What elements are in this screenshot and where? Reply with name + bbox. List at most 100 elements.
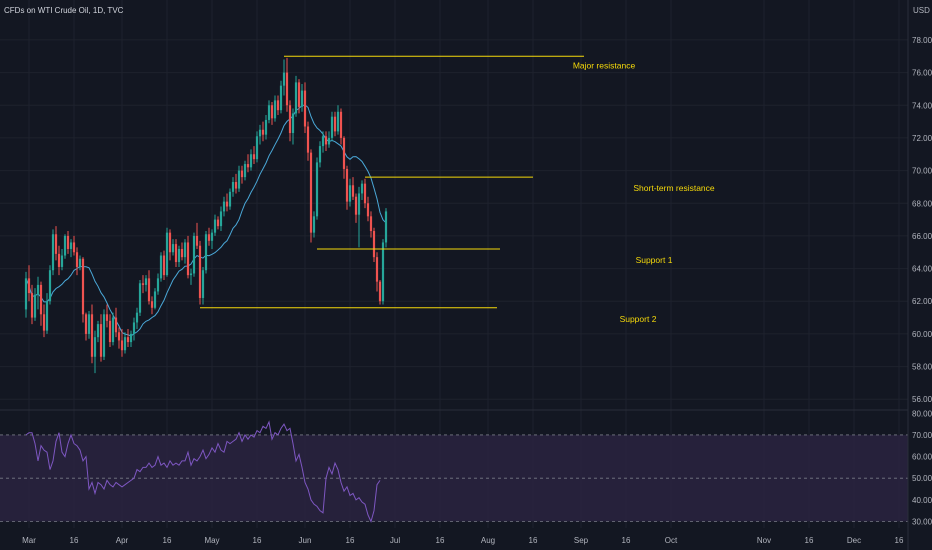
candle-body: [96, 324, 100, 338]
candle-body: [24, 278, 28, 310]
annotation-label: Short-term resistance: [633, 183, 715, 193]
time-tick-label: 16: [529, 536, 538, 545]
candle-body: [372, 231, 376, 258]
price-tick-label: 78.00: [912, 36, 932, 45]
rsi-tick-label: 60.00: [912, 453, 932, 462]
candle-body: [174, 244, 178, 263]
candle-body: [327, 137, 331, 145]
candle-body: [249, 154, 253, 168]
candle-body: [153, 291, 157, 308]
candle-body: [267, 105, 271, 120]
candle-body: [288, 105, 292, 134]
time-tick-label: 16: [253, 536, 262, 545]
candle-body: [354, 196, 358, 215]
candle-body: [312, 216, 316, 233]
candle-body: [237, 170, 241, 189]
candle-body: [342, 137, 346, 169]
candle-body: [126, 337, 130, 343]
candle-body: [99, 324, 103, 357]
candle-body: [309, 152, 313, 233]
candle-body: [93, 337, 97, 357]
time-tick-label: Apr: [116, 536, 129, 545]
candle-body: [324, 136, 328, 145]
annotation-label: Support 1: [636, 255, 673, 265]
candle-body: [276, 100, 280, 111]
candle-body: [228, 191, 232, 207]
candle-body: [69, 242, 73, 249]
time-tick-label: Nov: [757, 536, 771, 545]
candle-body: [57, 253, 61, 267]
rsi-band-fill: [0, 434, 908, 522]
candle-body: [384, 211, 388, 243]
candle-body: [273, 100, 277, 119]
candle-body: [357, 193, 361, 215]
candle-body: [339, 111, 343, 138]
candle-body: [252, 154, 256, 160]
time-tick-label: Dec: [847, 536, 861, 545]
price-tick-label: 70.00: [912, 167, 932, 176]
candle-body: [36, 284, 40, 295]
candle-body: [84, 314, 88, 334]
time-tick-label: Jul: [390, 536, 400, 545]
candle-body: [330, 116, 334, 138]
candle-body: [234, 182, 238, 189]
candle-body: [51, 234, 55, 271]
time-tick-label: 16: [436, 536, 445, 545]
candle-body: [336, 111, 340, 132]
price-tick-label: 76.00: [912, 69, 932, 78]
candle-body: [210, 232, 214, 241]
candle-body: [333, 116, 337, 132]
candle-body: [225, 201, 229, 207]
candle-body: [315, 162, 319, 217]
candle-body: [198, 245, 202, 298]
time-tick-label: 16: [805, 536, 814, 545]
rsi-band: [0, 434, 908, 522]
candle-body: [369, 216, 373, 232]
candle-body: [348, 185, 352, 202]
price-tick-label: 72.00: [912, 134, 932, 143]
candle-body: [186, 242, 190, 276]
price-tick-label: 60.00: [912, 330, 932, 339]
price-tick-label: 74.00: [912, 101, 932, 110]
candle-body: [159, 255, 163, 279]
candlesticks: [24, 57, 388, 374]
candle-body: [321, 136, 325, 147]
candle-body: [300, 90, 304, 107]
time-tick-label: Sep: [574, 536, 589, 545]
candle-body: [129, 333, 133, 343]
rsi-tick-label: 30.00: [912, 518, 932, 527]
candle-body: [81, 258, 85, 315]
chart-title: CFDs on WTI Crude Oil, 1D, TVC: [4, 6, 124, 15]
candle-body: [189, 273, 193, 276]
candle-body: [345, 168, 349, 202]
time-tick-label: 16: [895, 536, 904, 545]
candle-body: [90, 314, 94, 357]
candle-body: [246, 164, 250, 168]
candle-body: [285, 72, 289, 106]
candle-body: [207, 234, 211, 241]
candle-body: [279, 85, 283, 111]
candle-body: [54, 234, 58, 254]
candle-body: [66, 235, 70, 249]
candle-body: [192, 235, 196, 274]
annotation-label: Support 2: [620, 314, 657, 324]
candle-body: [261, 129, 265, 135]
rsi-line: [25, 420, 381, 523]
candle-body: [78, 258, 82, 267]
rsi-tick-label: 40.00: [912, 496, 932, 505]
candle-body: [243, 164, 247, 178]
candle-body: [72, 242, 76, 253]
candle-body: [60, 255, 64, 267]
candle-body: [378, 281, 382, 302]
time-tick-label: Jun: [299, 536, 312, 545]
candle-body: [108, 320, 112, 343]
candle-body: [366, 203, 370, 217]
candle-body: [303, 90, 307, 127]
candle-body: [114, 317, 118, 333]
time-tick-label: 16: [622, 536, 631, 545]
candle-body: [183, 242, 187, 258]
candle-body: [363, 183, 367, 204]
candle-body: [381, 242, 385, 302]
candle-body: [45, 301, 49, 331]
